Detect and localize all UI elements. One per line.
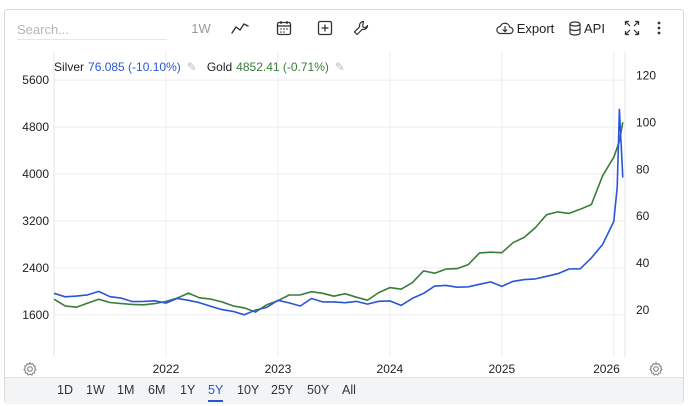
range-button-10y[interactable]: 10Y [237,383,260,397]
right-tick-label: 100 [636,115,656,129]
left-tick-label: 3200 [22,214,49,228]
range-button-6m[interactable]: 6M [148,383,166,397]
grid-layer [53,52,626,357]
chart-legend: Silver 76.085 (-10.10%) ✎ Gold 4852.41 (… [54,60,355,74]
legend-silver-name: Silver [54,60,85,74]
clipped-header-fragment [0,0,200,8]
right-tick-label: 60 [636,209,650,223]
fullscreen-icon[interactable] [621,16,643,40]
series-line-silver [53,108,624,316]
chart-type-line-icon[interactable] [229,16,251,40]
x-tick-label: 2025 [488,362,515,376]
left-tick-label: 4800 [22,120,49,134]
series-layer [53,108,624,316]
api-button[interactable]: API [567,16,607,40]
range-button-1m[interactable]: 1M [117,383,135,397]
legend-gold-value: 4852.41 (-0.71%) [236,60,329,74]
left-tick-label: 2400 [22,261,49,275]
left-tick-label: 5600 [22,73,49,87]
range-selector-button[interactable]: 1W [191,20,211,36]
left-axis-labels: 1600 2400 3200 4000 4800 5600 [22,73,49,322]
search-input[interactable] [17,19,167,40]
x-tick-label: 2026 [593,362,620,376]
chart-widget: 1W [4,9,684,404]
x-tick-label: 2023 [265,362,292,376]
range-button-1w[interactable]: 1W [86,383,105,397]
x-tick-label: 2024 [377,362,404,376]
right-tick-label: 80 [636,162,650,176]
range-button-1y[interactable]: 1Y [180,383,196,397]
left-tick-label: 1600 [22,308,49,322]
left-tick-label: 4000 [22,167,49,181]
x-axis-labels: 2022 2023 2024 2025 2026 [153,362,621,376]
right-axis-settings-gear-icon[interactable] [648,361,664,377]
legend-gold-name: Gold [206,60,233,74]
x-tick-label: 2022 [153,362,180,376]
range-button-25y[interactable]: 25Y [271,383,294,397]
edit-pencil-icon[interactable]: ✎ [334,60,345,74]
right-axis-labels: 20 40 60 80 100 120 [636,68,656,317]
legend-gold[interactable]: Gold 4852.41 (-0.71%) ✎ [207,60,345,74]
right-tick-label: 120 [636,68,656,82]
range-button-50y[interactable]: 50Y [307,383,330,397]
right-tick-label: 40 [636,256,650,270]
chart-toolbar: 1W [5,10,683,46]
add-indicator-icon[interactable] [314,16,336,40]
edit-pencil-icon[interactable]: ✎ [186,60,197,74]
export-button[interactable]: Export [493,16,557,40]
legend-silver[interactable]: Silver 76.085 (-10.10%) ✎ [54,60,197,74]
api-label: API [584,20,605,36]
left-axis-settings-gear-icon[interactable] [22,361,38,377]
range-bar: 1D 1W 1M 6M 1Y 5Y 10Y 25Y 50Y All [5,377,683,404]
legend-silver-value: 76.085 (-10.10%) [88,60,181,74]
database-icon [569,20,581,36]
calendar-icon[interactable] [273,16,295,40]
range-button-1d[interactable]: 1D [57,383,73,397]
cloud-download-icon [495,22,514,35]
range-button-all[interactable]: All [342,383,356,397]
wrench-icon[interactable] [350,16,372,40]
right-tick-label: 20 [636,303,650,317]
range-button-5y[interactable]: 5Y [208,383,224,402]
export-label: Export [516,20,555,36]
more-options-icon[interactable] [651,16,667,40]
series-line-gold [53,122,624,313]
